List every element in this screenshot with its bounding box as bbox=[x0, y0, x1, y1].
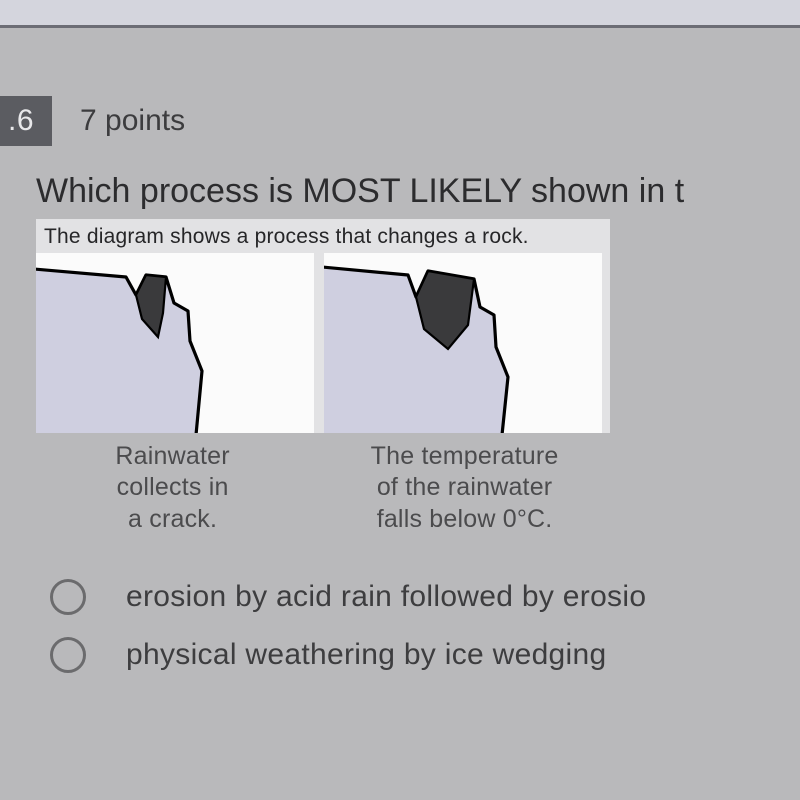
question-stem: Which process is MOST LIKELY shown in t bbox=[36, 172, 800, 211]
window-top-bar bbox=[0, 0, 800, 28]
diagram-panels bbox=[36, 253, 610, 433]
water-shape-1 bbox=[136, 275, 166, 337]
diagram-container: The diagram shows a process that changes… bbox=[36, 219, 610, 433]
question-header: .6 7 points bbox=[0, 96, 800, 146]
water-shape-2 bbox=[416, 271, 474, 349]
answer-option-b[interactable]: physical weathering by ice wedging bbox=[50, 637, 800, 673]
panel-1-caption: Rainwater collects in a crack. bbox=[36, 441, 309, 535]
panel-2-caption: The temperature of the rainwater falls b… bbox=[319, 441, 610, 535]
diagram-panel-2 bbox=[324, 253, 602, 433]
panel-1-caption-line-1: Rainwater bbox=[115, 442, 229, 470]
question-number-badge: .6 bbox=[0, 96, 52, 146]
diagram-caption: The diagram shows a process that changes… bbox=[36, 225, 610, 253]
radio-icon[interactable] bbox=[50, 637, 86, 673]
answer-options: erosion by acid rain followed by erosio … bbox=[50, 579, 800, 673]
option-a-label: erosion by acid rain followed by erosio bbox=[126, 580, 646, 614]
panel-1-caption-line-2: collects in bbox=[117, 473, 229, 501]
radio-icon[interactable] bbox=[50, 579, 86, 615]
answer-option-a[interactable]: erosion by acid rain followed by erosio bbox=[50, 579, 800, 615]
points-label: 7 points bbox=[80, 104, 185, 138]
rock-shape-1 bbox=[36, 253, 314, 433]
option-b-label: physical weathering by ice wedging bbox=[126, 638, 606, 672]
panel-2-caption-line-2: of the rainwater bbox=[377, 473, 553, 501]
panel-2-caption-line-3: falls below 0°C. bbox=[377, 505, 553, 533]
panel-1-caption-line-3: a crack. bbox=[128, 505, 217, 533]
diagram-panel-1 bbox=[36, 253, 314, 433]
panel-2-caption-line-1: The temperature bbox=[371, 442, 559, 470]
panel-captions-row: Rainwater collects in a crack. The tempe… bbox=[36, 441, 610, 535]
